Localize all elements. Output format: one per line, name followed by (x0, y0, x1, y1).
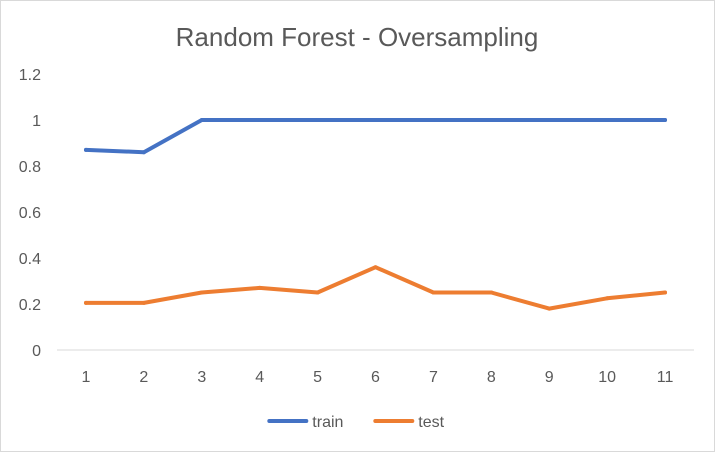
data-point-train (199, 118, 204, 122)
x-tick-label: 10 (598, 369, 616, 386)
x-tick-label: 7 (429, 369, 438, 386)
data-point-test (315, 290, 320, 295)
data-point-test (431, 290, 436, 295)
legend: train test (267, 414, 445, 431)
data-point-train (663, 118, 668, 122)
x-tick-label: 9 (545, 369, 554, 386)
x-tick-label: 2 (139, 369, 148, 386)
x-tick-label: 5 (313, 369, 322, 386)
x-tick-label: 4 (255, 369, 264, 386)
y-tick-label: 0.4 (19, 251, 41, 268)
data-point-train (315, 118, 320, 122)
legend-label-test: test (418, 414, 444, 431)
data-point-test (83, 300, 88, 305)
data-point-test (257, 285, 262, 290)
x-tick-label: 11 (657, 369, 674, 386)
series-line-train (84, 118, 667, 155)
x-tick-label: 6 (371, 369, 380, 386)
series-line-test (84, 265, 667, 311)
data-point-test (199, 290, 204, 295)
x-tick-label: 3 (197, 369, 206, 386)
data-point-test (547, 306, 552, 311)
data-point-train (489, 118, 494, 122)
data-point-test (141, 300, 146, 305)
data-point-train (257, 118, 262, 122)
y-tick-label: 0.8 (19, 159, 41, 176)
legend-label-train: train (312, 414, 343, 431)
y-tick-label: 0 (32, 343, 41, 360)
series-lines (83, 118, 668, 311)
data-point-train (431, 118, 436, 122)
data-point-train (373, 118, 378, 122)
data-point-test (663, 290, 668, 295)
data-point-train (141, 150, 146, 155)
y-tick-label: 0.6 (19, 205, 41, 222)
data-point-test (605, 296, 610, 301)
chart-title: Random Forest - Oversampling (176, 22, 539, 52)
data-point-test (373, 265, 378, 270)
x-tick-label: 8 (487, 369, 496, 386)
y-tick-label: 1 (32, 113, 41, 130)
data-point-train (605, 118, 610, 122)
x-tick-label: 1 (82, 369, 91, 386)
y-axis-ticks: 0 0.2 0.4 0.6 0.8 1 1.2 (19, 67, 41, 360)
y-tick-label: 1.2 (19, 67, 41, 84)
x-axis-ticks: 1 2 3 4 5 6 7 8 9 10 11 (82, 369, 674, 386)
data-point-test (489, 290, 494, 295)
data-point-train (83, 147, 88, 152)
data-point-train (547, 118, 552, 122)
y-tick-label: 0.2 (19, 297, 41, 314)
